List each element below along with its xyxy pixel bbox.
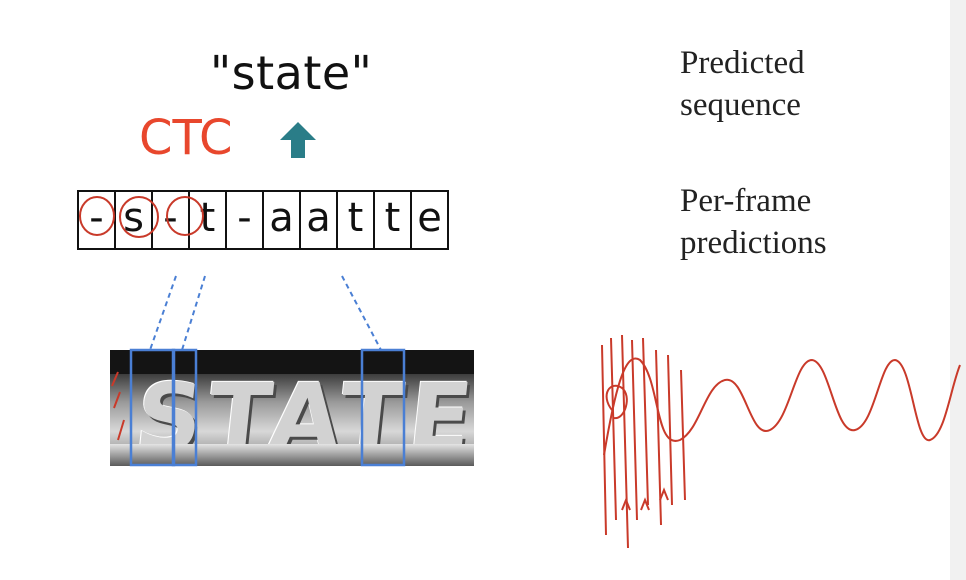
predicted-sequence-text: "state" — [210, 46, 373, 100]
ink-wave — [603, 357, 961, 456]
perframe-label-line2: predictions — [680, 225, 827, 261]
mapping-line — [341, 275, 382, 351]
frame-cell: - — [153, 192, 190, 248]
mapping-line — [181, 275, 206, 351]
ink-circle — [79, 196, 115, 236]
frame-cell: a — [301, 192, 338, 248]
arrow-up-icon — [280, 122, 316, 158]
ink-circle — [119, 196, 159, 238]
predicted-label-line2: sequence — [680, 87, 801, 123]
ink-vertical-lines — [601, 334, 686, 549]
ink-circle — [166, 196, 204, 236]
predicted-sequence-label: Predicted sequence — [680, 42, 805, 126]
predicted-label-line1: Predicted — [680, 45, 805, 81]
image-bottom-bar — [110, 444, 474, 466]
frame-cell: - — [79, 192, 116, 248]
frame-cell: t — [190, 192, 227, 248]
ink-scribble — [111, 371, 125, 441]
per-frame-predictions-row: - s - t - a a t t e — [77, 190, 449, 250]
perframe-label-line1: Per-frame — [680, 183, 812, 219]
per-frame-predictions-label: Per-frame predictions — [680, 180, 827, 264]
frame-cell: t — [375, 192, 412, 248]
word-image-state: STATE — [110, 350, 474, 466]
ctc-label: CTC — [139, 110, 233, 166]
ink-small-arrows — [621, 487, 669, 511]
ink-loop — [605, 384, 628, 420]
frame-cell: s — [116, 192, 153, 248]
right-edge-strip — [950, 0, 966, 580]
image-top-strip — [110, 350, 474, 374]
receptive-window-box — [171, 348, 198, 467]
frame-cell: e — [417, 195, 442, 241]
receptive-window-box — [360, 348, 406, 467]
frame-cell: - — [227, 192, 264, 248]
receptive-window-box — [129, 348, 176, 467]
frame-cell: a — [264, 192, 301, 248]
frame-cell: t — [338, 192, 375, 248]
mapping-line — [149, 275, 177, 351]
